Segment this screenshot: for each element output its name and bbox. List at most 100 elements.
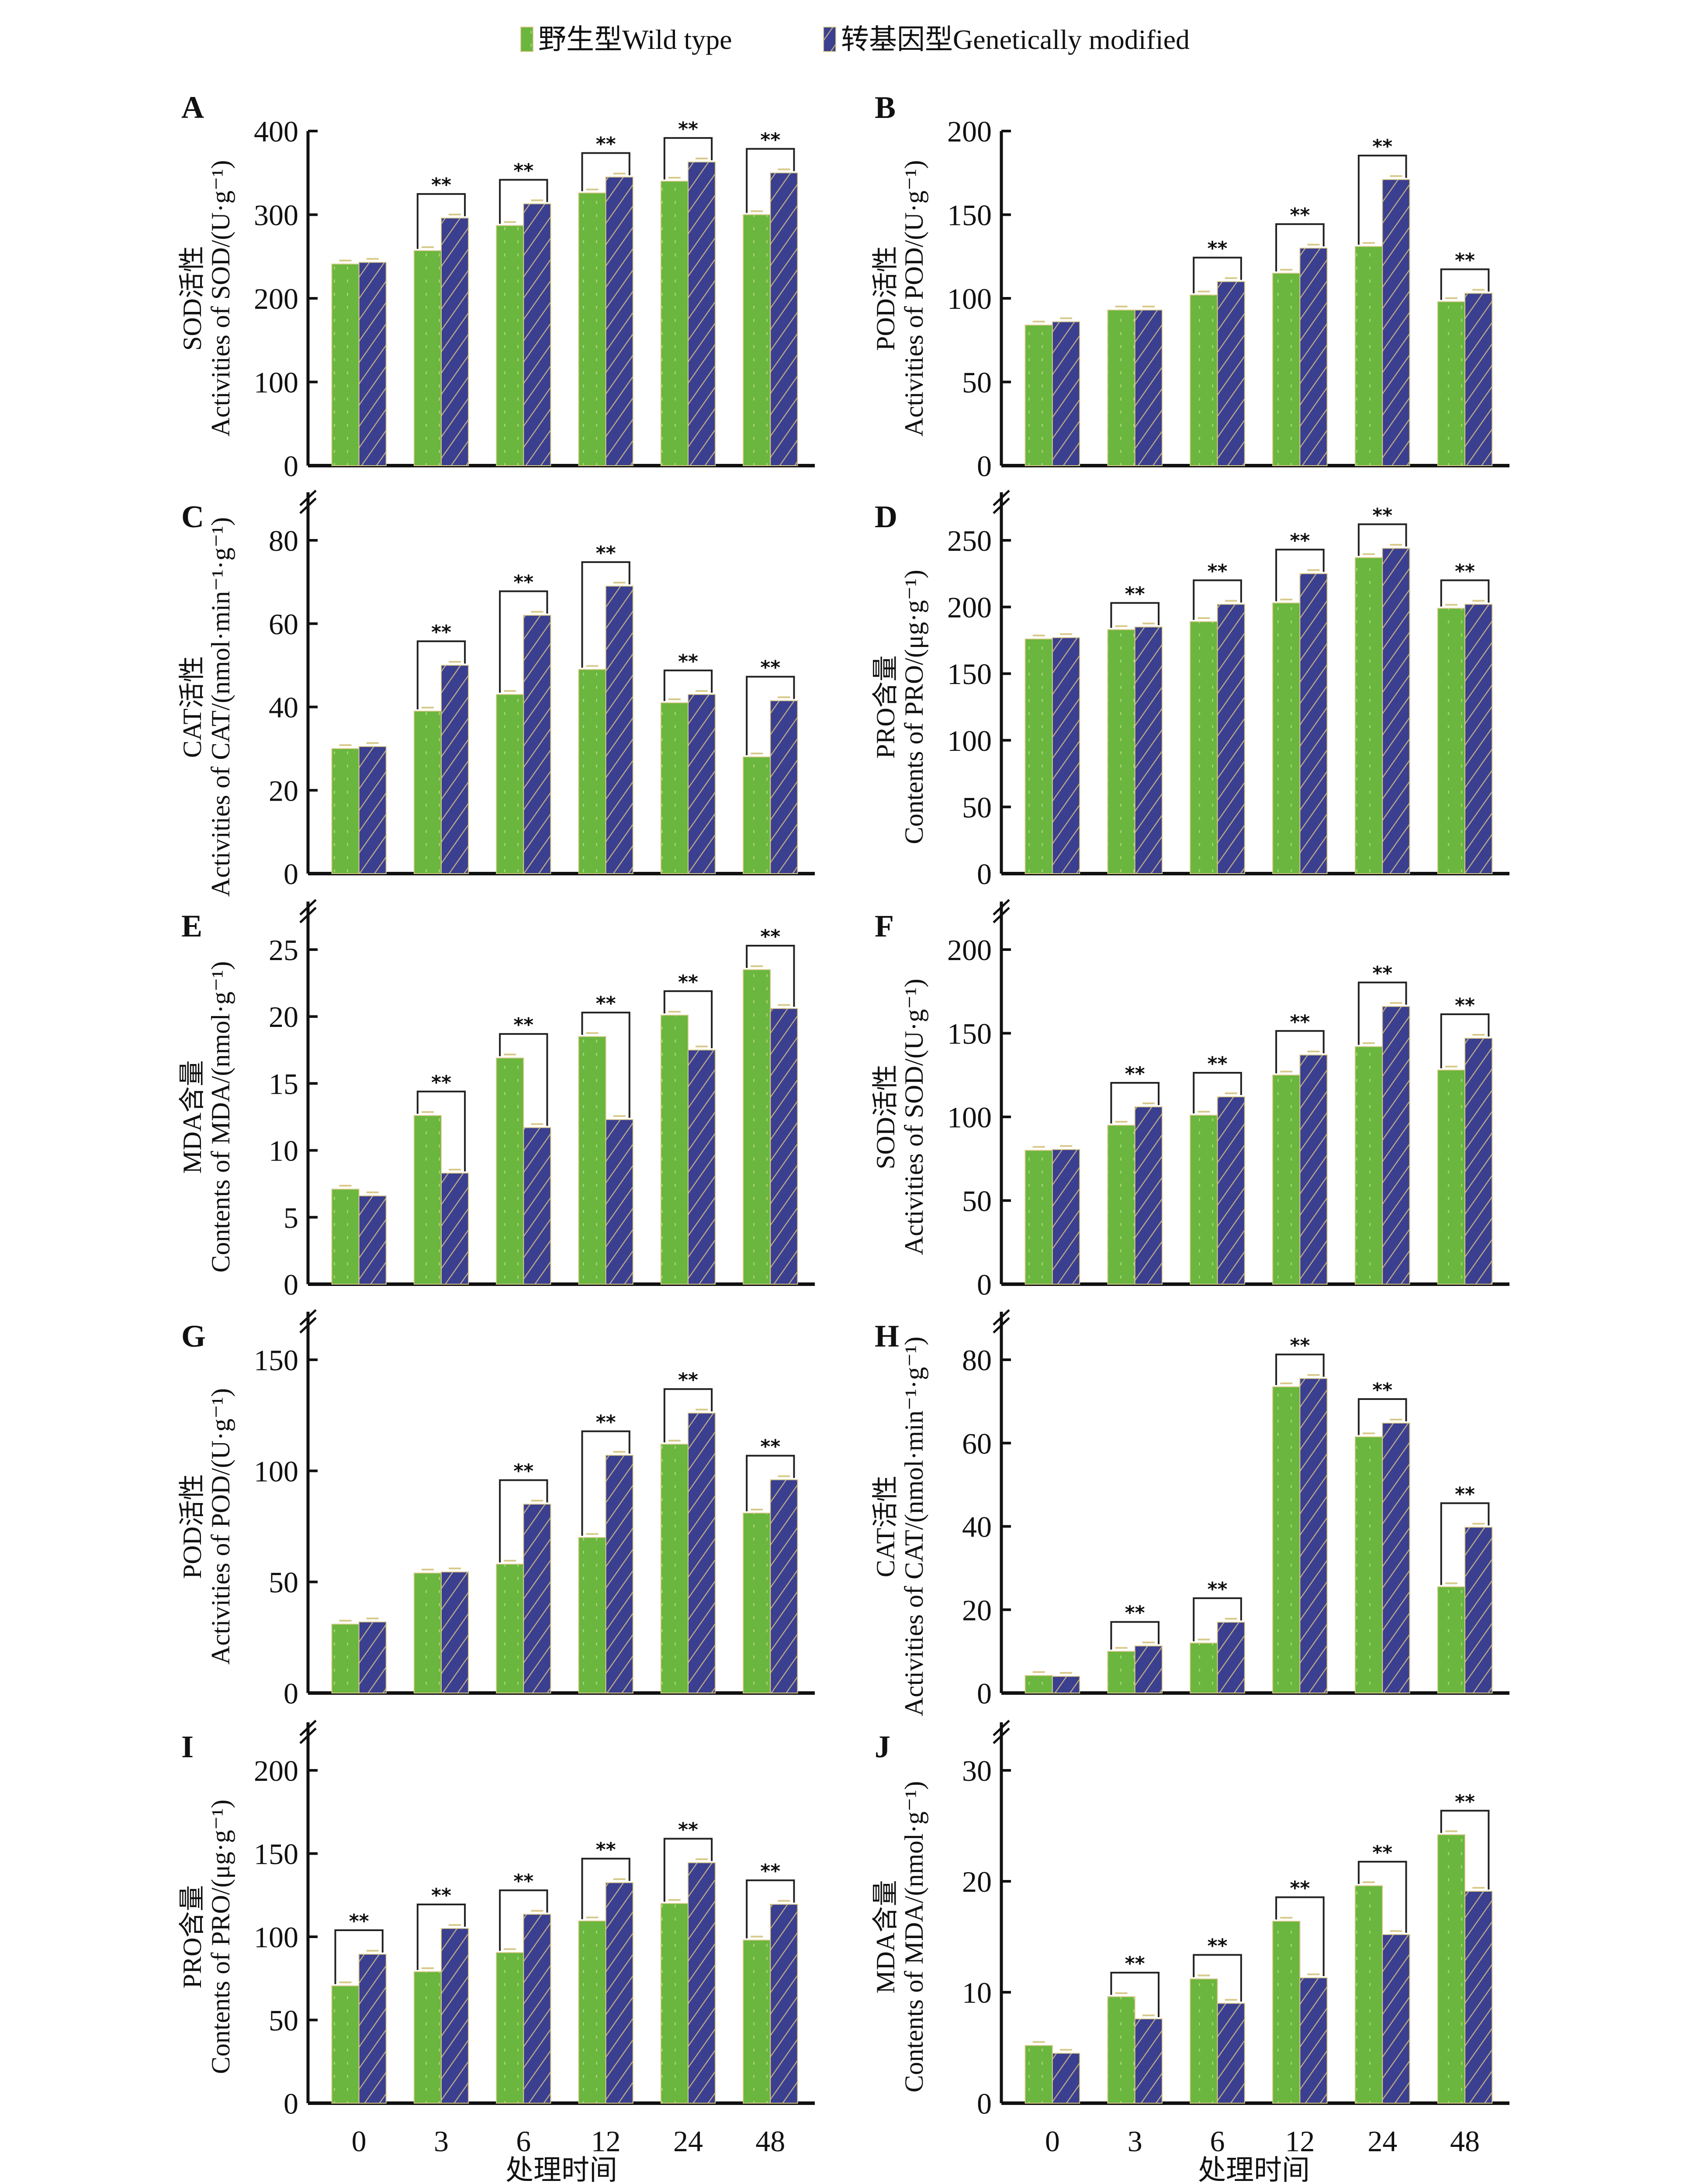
significance-bracket — [1357, 1398, 1407, 1435]
bar-wild-type — [1354, 1046, 1383, 1285]
bar-genetically-modified — [1134, 1106, 1163, 1285]
bar-genetically-modified — [523, 1503, 551, 1693]
significance-marker: ** — [513, 1460, 533, 1482]
y-axis-title-cn: POD活性 — [178, 1474, 207, 1579]
bar-group-3h: ** — [413, 621, 469, 874]
bar-group-0h — [1025, 633, 1080, 874]
bar-wild-type — [743, 1512, 771, 1693]
panel-letter: A — [181, 90, 204, 125]
bar-genetically-modified — [1464, 1890, 1493, 2104]
significance-marker: ** — [431, 1071, 451, 1094]
bar-group-0h — [331, 742, 387, 874]
significance-marker: ** — [1455, 994, 1475, 1016]
bar-wild-type — [578, 1920, 606, 2104]
significance-marker: ** — [431, 621, 451, 643]
bar-group-48h: ** — [743, 657, 798, 874]
bar-wild-type — [1107, 629, 1135, 874]
bar-group-48h: ** — [1437, 249, 1493, 466]
significance-bracket — [581, 1858, 630, 1919]
panel-h: H 0 20 40 60 80 CAT活性 Activities of CAT/(nmol·m… — [871, 1309, 1509, 1716]
y-tick-label: 40 — [269, 691, 298, 724]
bar-wild-type — [743, 1939, 771, 2104]
bar-wild-type — [331, 263, 360, 466]
bar-genetically-modified — [523, 203, 551, 467]
significance-marker: ** — [596, 1838, 616, 1861]
y-axis-title-en: Activities of SOD/(U·g⁻¹) — [900, 979, 928, 1255]
bar-group-6h: ** — [496, 1014, 551, 1285]
legend-item-wild-type: 野生型Wild type — [520, 24, 732, 55]
bar-wild-type — [578, 1537, 606, 1694]
bar-genetically-modified — [1464, 1527, 1493, 1693]
bar-wild-type — [1107, 1125, 1135, 1285]
legend-item-genetically-modified: 转基因型Genetically modified — [823, 24, 1190, 55]
bar-group-12h: ** — [578, 542, 633, 874]
bar-genetically-modified — [687, 694, 716, 874]
y-tick-label: 50 — [962, 791, 992, 824]
bar-genetically-modified — [1217, 281, 1245, 466]
axis-break-mark — [993, 1728, 1010, 1744]
significance-marker: ** — [1125, 1952, 1145, 1975]
bar-group-48h: ** — [743, 1860, 798, 2104]
bar-group-3h: ** — [413, 1071, 469, 1285]
significance-marker: ** — [349, 1910, 369, 1932]
bar-genetically-modified — [605, 585, 633, 874]
y-axis-title-en: Activities of POD/(U·g⁻¹) — [900, 160, 928, 437]
significance-bracket — [416, 640, 466, 710]
bar-genetically-modified — [770, 1904, 798, 2104]
significance-bracket — [1357, 981, 1407, 1045]
bar-group-6h: ** — [1190, 1935, 1245, 2104]
panel-letter: B — [875, 90, 896, 125]
bar-group-12h: ** — [578, 992, 633, 1285]
x-tick-label: 3 — [1128, 2125, 1142, 2158]
significance-marker: ** — [431, 1884, 451, 1907]
significance-marker: ** — [1455, 1790, 1475, 1813]
bar-group-24h: ** — [1354, 135, 1410, 467]
panel-f: F 0 50 100 150 200 SOD活性 Activities of SOD/(U·g… — [871, 899, 1509, 1301]
significance-bracket — [1110, 1621, 1160, 1650]
x-tick-label: 24 — [673, 2125, 703, 2158]
significance-marker: ** — [1125, 583, 1145, 605]
bar-genetically-modified — [1382, 179, 1410, 466]
y-tick-label: 0 — [977, 449, 992, 483]
bar-genetically-modified — [1134, 309, 1163, 466]
bar-genetically-modified — [523, 1127, 551, 1285]
bar-wild-type — [578, 192, 606, 466]
bar-wild-type — [660, 1444, 689, 1693]
bar-genetically-modified — [1382, 1934, 1410, 2104]
bar-wild-type — [413, 1572, 442, 1694]
y-axis-title-en: Contents of PRO/(μg·g⁻¹) — [206, 1800, 235, 2074]
legend-swatch-wild-type — [520, 27, 533, 52]
axis-break-mark — [299, 1728, 317, 1744]
significance-bracket — [1193, 256, 1242, 294]
panel-a: A 0 100 200 300 400 SOD活性 Activities of SOD/(U·… — [178, 90, 815, 483]
panel-letter: G — [181, 1319, 206, 1354]
y-tick-label: 400 — [254, 115, 298, 148]
significance-marker: ** — [513, 1014, 533, 1036]
bar-genetically-modified — [1299, 1977, 1328, 2104]
x-tick-label: 0 — [1045, 2125, 1060, 2158]
significance-bracket — [1275, 1030, 1325, 1074]
y-tick-label: 60 — [962, 1427, 992, 1460]
y-tick-label: 100 — [254, 1455, 298, 1488]
y-tick-label: 200 — [947, 933, 992, 967]
y-tick-label: 15 — [269, 1067, 298, 1100]
y-tick-label: 20 — [962, 1865, 992, 1898]
significance-bracket — [1440, 579, 1490, 607]
bar-group-24h: ** — [660, 971, 716, 1285]
bar-group-0h — [1025, 2041, 1080, 2104]
bar-genetically-modified — [1052, 1149, 1080, 1285]
bar-group-3h: ** — [1107, 1602, 1163, 1694]
bar-genetically-modified — [1217, 1621, 1245, 1694]
significance-marker: ** — [513, 160, 533, 182]
significance-bracket — [499, 179, 548, 224]
significance-bracket — [1357, 155, 1407, 245]
y-tick-label: 0 — [284, 857, 298, 891]
y-axis-title-cn: POD活性 — [871, 246, 900, 351]
axis-break-mark — [299, 1720, 317, 1736]
bar-genetically-modified — [523, 1914, 551, 2104]
significance-marker: ** — [1455, 1483, 1475, 1505]
x-tick-label: 6 — [1210, 2125, 1225, 2158]
bar-genetically-modified — [770, 1008, 798, 1285]
bar-genetically-modified — [1464, 293, 1493, 466]
significance-bracket — [746, 676, 795, 755]
